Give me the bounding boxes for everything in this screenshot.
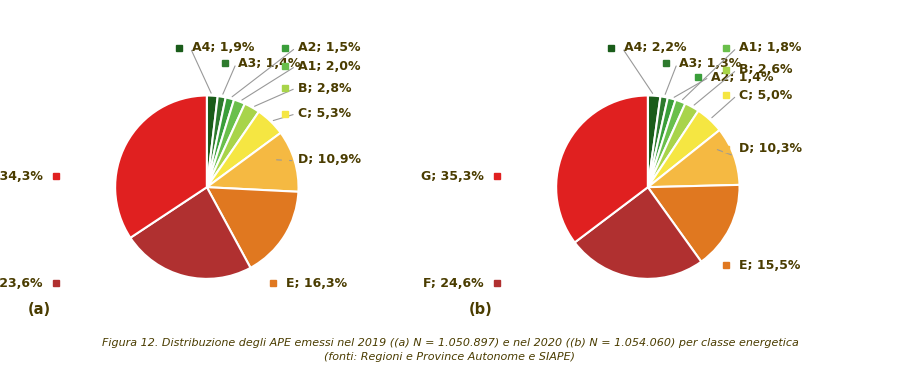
Wedge shape bbox=[556, 96, 648, 242]
Wedge shape bbox=[648, 111, 720, 187]
Text: B; 2,6%: B; 2,6% bbox=[739, 63, 792, 76]
Text: D; 10,9%: D; 10,9% bbox=[298, 153, 361, 166]
Wedge shape bbox=[207, 97, 234, 187]
Wedge shape bbox=[207, 187, 299, 268]
Wedge shape bbox=[648, 96, 661, 187]
Wedge shape bbox=[207, 104, 259, 187]
Text: A1; 1,8%: A1; 1,8% bbox=[739, 41, 801, 54]
Text: (a): (a) bbox=[28, 302, 51, 317]
Text: G; 34,3%: G; 34,3% bbox=[0, 170, 42, 183]
Text: A4; 2,2%: A4; 2,2% bbox=[624, 41, 687, 54]
Text: Figura 12. Distribuzione degli APE emessi nel 2019 ((a) N = 1.050.897) e nel 202: Figura 12. Distribuzione degli APE emess… bbox=[102, 338, 798, 362]
Text: B; 2,8%: B; 2,8% bbox=[298, 82, 351, 95]
Text: (b): (b) bbox=[469, 302, 493, 317]
Text: D; 10,3%: D; 10,3% bbox=[739, 142, 802, 155]
Text: C; 5,0%: C; 5,0% bbox=[739, 89, 792, 102]
Wedge shape bbox=[648, 98, 676, 187]
Wedge shape bbox=[648, 100, 685, 187]
Text: E; 16,3%: E; 16,3% bbox=[285, 277, 346, 290]
Wedge shape bbox=[575, 187, 701, 279]
Text: A4; 1,9%: A4; 1,9% bbox=[193, 41, 255, 54]
Wedge shape bbox=[207, 96, 226, 187]
Text: F; 24,6%: F; 24,6% bbox=[423, 277, 483, 290]
Text: G; 35,3%: G; 35,3% bbox=[421, 170, 483, 183]
Wedge shape bbox=[130, 187, 250, 279]
Text: E; 15,5%: E; 15,5% bbox=[739, 259, 800, 272]
Text: A2; 1,4%: A2; 1,4% bbox=[711, 70, 774, 84]
Wedge shape bbox=[207, 96, 218, 187]
Wedge shape bbox=[648, 185, 740, 262]
Text: C; 5,3%: C; 5,3% bbox=[298, 107, 351, 120]
Wedge shape bbox=[207, 100, 245, 187]
Wedge shape bbox=[648, 130, 740, 187]
Text: A3; 1,4%: A3; 1,4% bbox=[238, 57, 301, 70]
Wedge shape bbox=[115, 96, 207, 238]
Text: A3; 1,3%: A3; 1,3% bbox=[679, 57, 742, 70]
Text: A2; 1,5%: A2; 1,5% bbox=[298, 41, 360, 54]
Wedge shape bbox=[207, 112, 281, 187]
Text: F; 23,6%: F; 23,6% bbox=[0, 277, 42, 290]
Wedge shape bbox=[207, 133, 299, 192]
Wedge shape bbox=[648, 96, 668, 187]
Text: A1; 2,0%: A1; 2,0% bbox=[298, 60, 360, 73]
Wedge shape bbox=[648, 103, 698, 187]
